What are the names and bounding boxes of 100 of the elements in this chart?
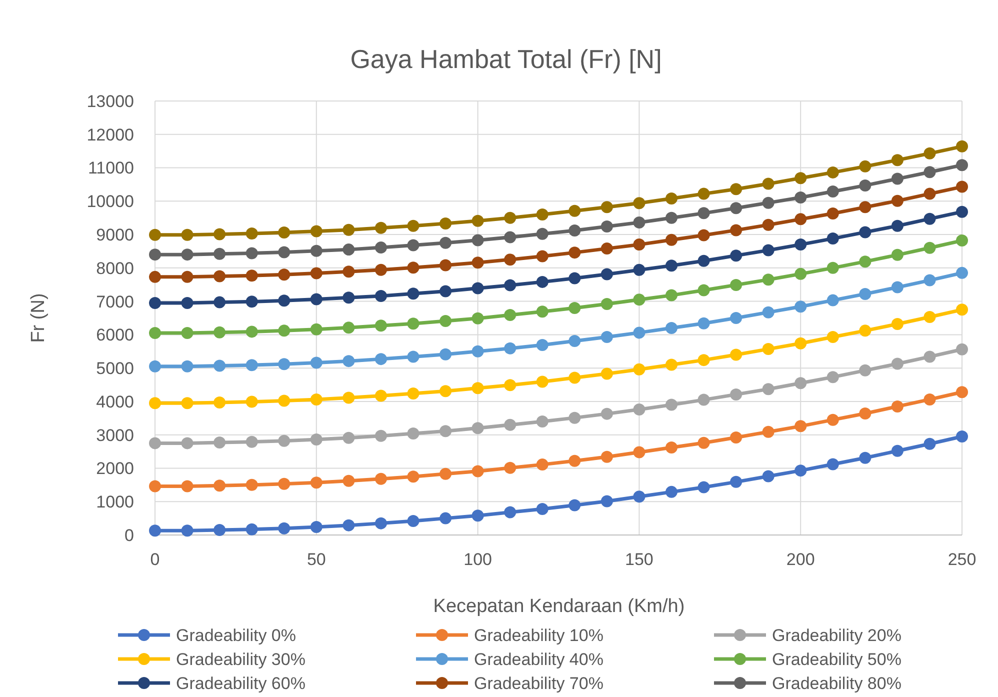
- y-tick-label: 10000: [86, 192, 134, 212]
- point: [472, 510, 484, 522]
- point: [859, 256, 872, 268]
- point: [730, 388, 742, 400]
- point: [956, 234, 968, 247]
- point: [342, 474, 355, 487]
- point: [504, 308, 516, 321]
- y-tick-label: 8000: [96, 258, 134, 278]
- point: [633, 294, 646, 306]
- point: [374, 517, 387, 530]
- point: [536, 376, 548, 388]
- x-axis-title: Kecepatan Kendaraan (Km/h): [433, 596, 685, 617]
- point: [568, 454, 581, 467]
- point: [278, 294, 290, 307]
- x-tick-label: 50: [306, 550, 326, 569]
- point: [181, 397, 194, 410]
- point: [181, 228, 194, 241]
- point: [924, 393, 936, 406]
- point: [730, 250, 742, 262]
- point: [794, 268, 807, 280]
- point: [665, 358, 678, 371]
- point: [730, 476, 742, 488]
- point: [633, 490, 646, 503]
- point: [278, 358, 290, 370]
- point: [440, 385, 452, 398]
- point: [826, 414, 839, 426]
- point: [278, 434, 290, 447]
- point: [633, 326, 646, 339]
- point: [342, 292, 355, 304]
- point: [407, 428, 420, 440]
- legend-label: Gradeability 60%: [176, 674, 306, 693]
- point: [891, 220, 904, 232]
- y-axis-title: Fr (N): [28, 293, 49, 343]
- point: [600, 450, 613, 463]
- point: [310, 476, 322, 489]
- point: [214, 326, 226, 338]
- point: [924, 274, 936, 286]
- y-tick-label: 3000: [96, 426, 134, 445]
- point: [762, 274, 774, 286]
- point: [536, 458, 548, 471]
- point: [568, 372, 581, 384]
- point: [342, 432, 355, 444]
- point: [891, 248, 904, 261]
- point: [278, 324, 290, 337]
- point: [698, 254, 710, 267]
- point: [826, 371, 839, 384]
- point: [246, 270, 258, 282]
- point: [536, 415, 548, 428]
- y-tick-label: 6000: [96, 326, 134, 345]
- point: [472, 256, 484, 269]
- point: [278, 394, 290, 407]
- point: [891, 318, 904, 330]
- point: [181, 360, 194, 372]
- point: [891, 358, 904, 370]
- point: [342, 392, 355, 404]
- point: [600, 220, 613, 233]
- point: [374, 242, 387, 254]
- point: [374, 290, 387, 302]
- point: [374, 222, 387, 234]
- point: [149, 480, 161, 492]
- point: [536, 306, 548, 318]
- legend-label: Gradeability 50%: [772, 650, 902, 669]
- point: [698, 436, 710, 449]
- point: [956, 304, 968, 316]
- point: [762, 218, 774, 231]
- point: [730, 312, 742, 324]
- x-tick-label: 0: [150, 550, 160, 569]
- point: [698, 394, 710, 406]
- y-tick-label: 4000: [96, 392, 134, 412]
- point: [600, 201, 613, 214]
- point: [374, 353, 387, 366]
- point: [536, 339, 548, 352]
- point: [956, 159, 968, 172]
- legend-label: Gradeability 20%: [772, 626, 902, 645]
- point: [730, 183, 742, 196]
- legend-label: Gradeability 40%: [474, 650, 604, 669]
- point: [440, 348, 452, 360]
- chart-title: Gaya Hambat Total (Fr) [N]: [350, 44, 662, 74]
- point: [374, 390, 387, 402]
- point: [246, 523, 258, 536]
- point: [794, 464, 807, 477]
- point: [762, 470, 774, 482]
- point: [149, 437, 161, 450]
- point: [181, 437, 194, 450]
- point: [278, 478, 290, 490]
- point: [762, 343, 774, 356]
- point: [698, 207, 710, 220]
- point: [956, 206, 968, 218]
- point: [342, 519, 355, 532]
- point: [794, 300, 807, 313]
- point: [310, 267, 322, 280]
- point: [504, 254, 516, 266]
- point: [310, 225, 322, 238]
- x-tick-label: 200: [786, 550, 815, 569]
- point: [600, 298, 613, 310]
- point: [246, 359, 258, 372]
- point: [633, 403, 646, 416]
- point: [149, 248, 161, 261]
- point: [924, 212, 936, 225]
- point: [246, 326, 258, 338]
